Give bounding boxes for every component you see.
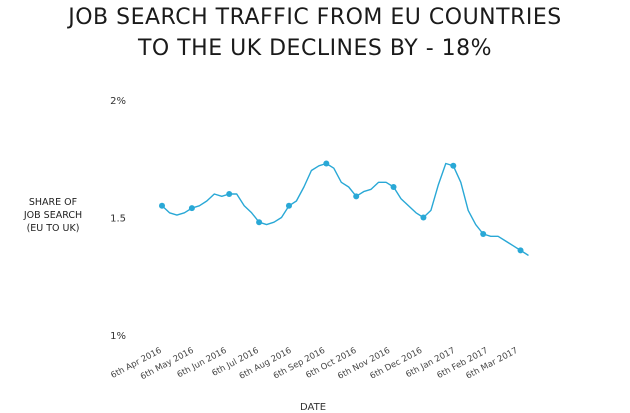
data-point: [353, 193, 360, 200]
series-line: [161, 162, 529, 256]
y-axis-label-line-2: JOB SEARCH: [23, 210, 83, 221]
x-axis-label: DATE: [300, 402, 327, 413]
data-point: [226, 191, 233, 197]
data-point: [188, 205, 195, 212]
data-point: [517, 247, 524, 254]
chart-title-line-1: JOB SEARCH TRAFFIC FROM EU COUNTRIES: [68, 5, 562, 30]
data-point: [420, 214, 427, 221]
data-point: [390, 183, 397, 190]
data-point: [450, 162, 457, 169]
y-axis-label-line-1: SHARE OF: [28, 197, 78, 208]
y-axis-ticks: 2% 1.5 1%: [110, 96, 126, 342]
data-point: [323, 160, 330, 167]
y-tick-label: 1.5: [110, 214, 126, 225]
y-axis-label-line-3: (EU TO UK): [26, 223, 80, 234]
data-point: [159, 202, 165, 209]
data-point: [256, 219, 263, 226]
data-point: [480, 230, 487, 237]
chart-title-line-2: TO THE UK DECLINES BY - 18%: [137, 36, 493, 61]
data-point: [285, 202, 292, 209]
chart-title: JOB SEARCH TRAFFIC FROM EU COUNTRIES TO …: [0, 2, 630, 64]
series-markers: [159, 160, 524, 254]
y-axis-label: SHARE OF JOB SEARCH (EU TO UK): [14, 196, 92, 235]
y-tick-label: 1%: [110, 331, 126, 342]
y-tick-label: 2%: [110, 96, 126, 107]
